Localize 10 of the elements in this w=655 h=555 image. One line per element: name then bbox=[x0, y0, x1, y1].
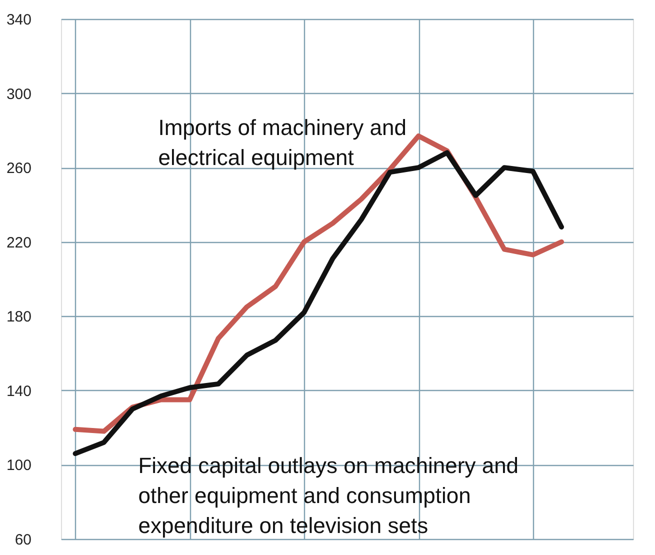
y-tick-label: 220 bbox=[6, 234, 32, 252]
y-tick-label: 260 bbox=[6, 160, 32, 178]
annotation: Fixed capital outlays on machinery and other equipment and consumption expenditure on television sets bbox=[138, 452, 519, 538]
y-tick-label: 100 bbox=[6, 457, 32, 474]
y-tick-label: 300 bbox=[6, 86, 32, 103]
y-tick-label: 180 bbox=[6, 308, 32, 326]
y-tick-label: 340 bbox=[6, 12, 32, 28]
y-tick-label: 60 bbox=[14, 532, 32, 548]
y-tick-label: 140 bbox=[6, 382, 32, 400]
annotation: Imports of machinery and electrical equipment bbox=[158, 114, 406, 170]
